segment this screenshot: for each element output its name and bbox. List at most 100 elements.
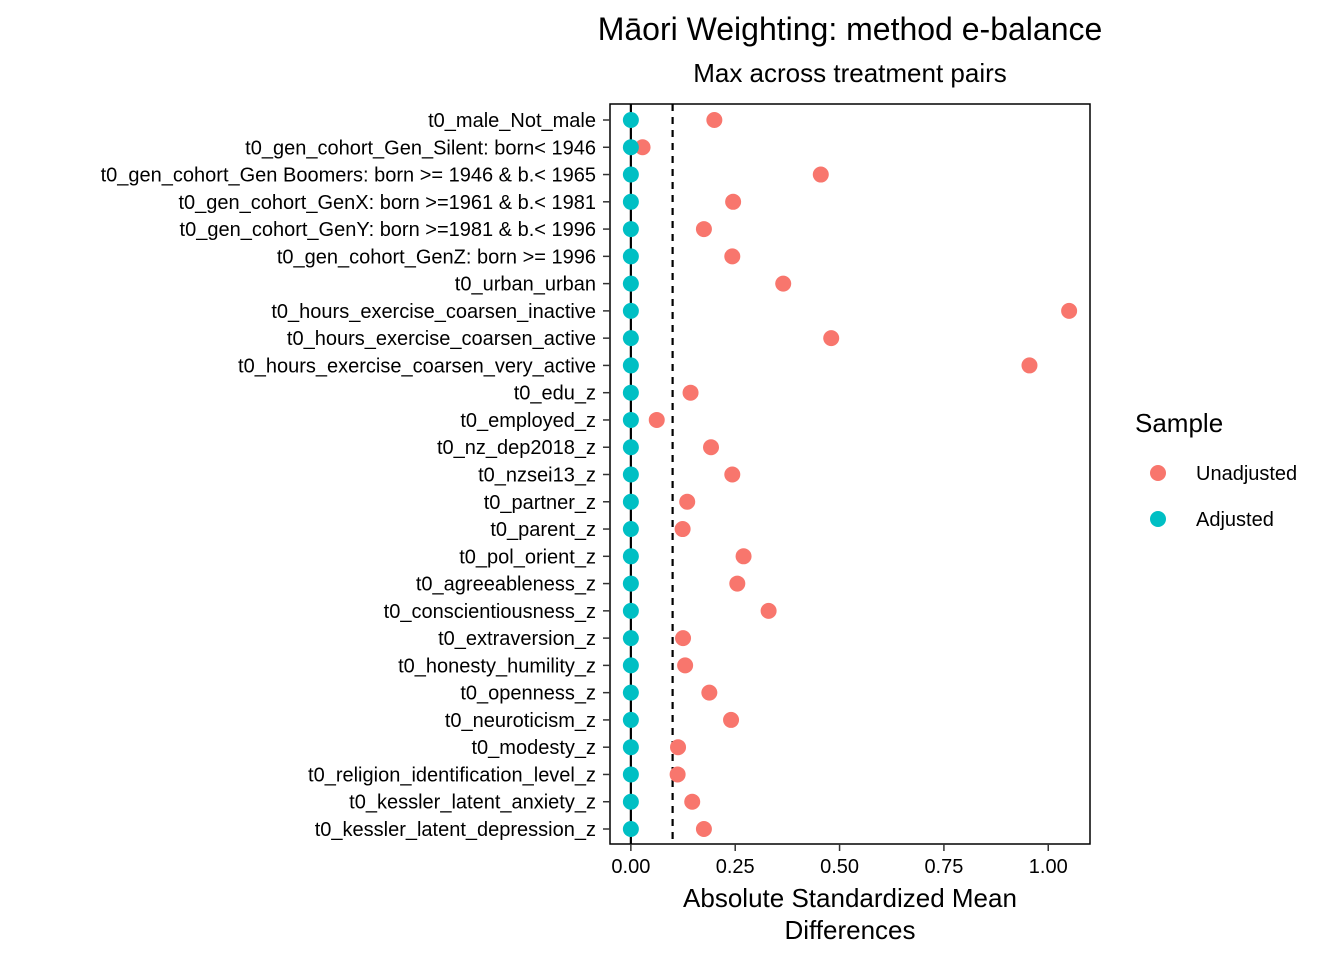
panel-border <box>609 103 1091 845</box>
adjusted-point <box>622 821 639 837</box>
unadjusted-point <box>1061 302 1078 319</box>
x-tick-label: 0.00 <box>611 856 650 878</box>
legend-key-unadjusted <box>1150 465 1166 481</box>
adjusted-point <box>622 384 639 401</box>
x-axis-label-line-1: Absolute Standardized Mean <box>683 883 1017 913</box>
adjusted-point <box>622 548 639 565</box>
unadjusted-point <box>675 630 692 647</box>
adjusted-point <box>622 330 639 347</box>
adjusted-point <box>622 221 639 238</box>
unadjusted-point <box>695 821 712 837</box>
unadjusted-point <box>724 466 741 483</box>
y-tick-label: t0_kessler_latent_anxiety_z <box>349 792 596 814</box>
legend-key-adjusted <box>1150 511 1166 527</box>
unadjusted-point <box>684 793 701 810</box>
unadjusted-point <box>729 575 746 592</box>
adjusted-point <box>622 793 639 810</box>
unadjusted-point <box>823 330 840 347</box>
legend-entries: Unadjusted Adjusted <box>1150 463 1297 531</box>
unadjusted-point <box>724 248 741 265</box>
y-tick-label: t0_extraversion_z <box>438 628 596 650</box>
adjusted-point <box>622 521 639 538</box>
adjusted-point <box>622 357 639 374</box>
adjusted-point <box>622 248 639 265</box>
y-tick-label: t0_neuroticism_z <box>445 710 596 732</box>
x-tick-label: 1.00 <box>1029 856 1068 878</box>
unadjusted-point <box>670 739 687 756</box>
x-tick-label: 0.75 <box>924 856 963 878</box>
y-tick-label: t0_nzsei13_z <box>478 465 596 487</box>
unadjusted-point <box>1021 357 1038 374</box>
y-tick-label: t0_hours_exercise_coarsen_very_active <box>238 355 596 377</box>
plot-area: t0_male_Not_male t0_gen_cohort_Gen_Silent… <box>101 103 1091 878</box>
adjusted-point <box>622 193 639 210</box>
adjusted-point <box>622 166 639 183</box>
y-tick-label: t0_partner_z <box>484 492 596 514</box>
y-tick-label: t0_honesty_humility_z <box>398 655 596 677</box>
adjusted-point <box>622 302 639 319</box>
y-tick-label: t0_kessler_latent_depression_z <box>315 819 596 841</box>
adjusted-point <box>622 112 639 128</box>
y-tick-label: t0_male_Not_male <box>428 110 596 132</box>
adjusted-point <box>622 711 639 728</box>
adjusted-point <box>622 411 639 428</box>
adjusted-point <box>622 275 639 292</box>
y-tick-label: t0_modesty_z <box>471 737 596 759</box>
adjusted-point <box>622 657 639 674</box>
unadjusted-point <box>669 766 686 783</box>
y-tick-label: t0_edu_z <box>514 383 596 405</box>
unadjusted-point <box>677 657 694 674</box>
chart-subtitle: Max across treatment pairs <box>693 58 1007 88</box>
legend: Sample Unadjusted Adjusted <box>1135 408 1297 531</box>
unadjusted-point <box>648 411 665 428</box>
adjusted-point <box>622 739 639 756</box>
legend-label-adjusted: Adjusted <box>1196 509 1274 531</box>
y-tick-label: t0_hours_exercise_coarsen_active <box>287 328 596 350</box>
unadjusted-point <box>682 384 699 401</box>
unadjusted-point <box>634 139 651 156</box>
unadjusted-point <box>760 602 777 619</box>
y-tick-label: t0_hours_exercise_coarsen_inactive <box>271 301 596 323</box>
adjusted-point <box>622 602 639 619</box>
y-tick-label: t0_pol_orient_z <box>459 546 596 568</box>
unadjusted-point <box>723 711 740 728</box>
y-tick-label: t0_gen_cohort_GenY: born >=1981 & b.< 19… <box>180 219 596 241</box>
adjusted-point <box>622 493 639 510</box>
y-tick-label: t0_gen_cohort_GenZ: born >= 1996 <box>277 246 596 268</box>
y-tick-label: t0_nz_dep2018_z <box>437 437 596 459</box>
adjusted-point <box>622 139 639 156</box>
adjusted-point <box>622 766 639 783</box>
unadjusted-point <box>701 684 718 701</box>
legend-title: Sample <box>1135 408 1223 438</box>
y-tick-label: t0_gen_cohort_Gen Boomers: born >= 1946 … <box>101 165 596 187</box>
y-tick-label: t0_urban_urban <box>455 274 596 296</box>
adjusted-point <box>622 575 639 592</box>
adjusted-point <box>622 684 639 701</box>
adjusted-point <box>622 466 639 483</box>
unadjusted-point <box>706 112 723 128</box>
unadjusted-point <box>735 548 752 565</box>
x-axis-label-line-2: Differences <box>784 915 915 945</box>
adjusted-point <box>622 630 639 647</box>
y-tick-label: t0_conscientiousness_z <box>384 601 596 623</box>
y-tick-label: t0_parent_z <box>490 519 596 541</box>
y-tick-label: t0_gen_cohort_Gen_Silent: born< 1946 <box>245 137 596 159</box>
y-tick-label: t0_openness_z <box>460 683 596 705</box>
unadjusted-point <box>812 166 829 183</box>
chart-title: Māori Weighting: method e-balance <box>598 11 1103 47</box>
unadjusted-point <box>775 275 792 292</box>
x-tick-label: 0.50 <box>820 856 859 878</box>
legend-label-unadjusted: Unadjusted <box>1196 463 1297 485</box>
y-tick-label: t0_employed_z <box>460 410 596 432</box>
y-tick-label: t0_gen_cohort_GenX: born >=1961 & b.< 19… <box>178 192 596 214</box>
unadjusted-point <box>725 193 742 210</box>
y-tick-label: t0_religion_identification_level_z <box>308 764 596 786</box>
adjusted-point <box>622 439 639 456</box>
unadjusted-point <box>679 493 696 510</box>
x-tick-label: 0.25 <box>716 856 755 878</box>
y-tick-label: t0_agreeableness_z <box>416 574 596 596</box>
unadjusted-point <box>674 521 691 538</box>
unadjusted-point <box>695 221 712 238</box>
unadjusted-point <box>703 439 720 456</box>
